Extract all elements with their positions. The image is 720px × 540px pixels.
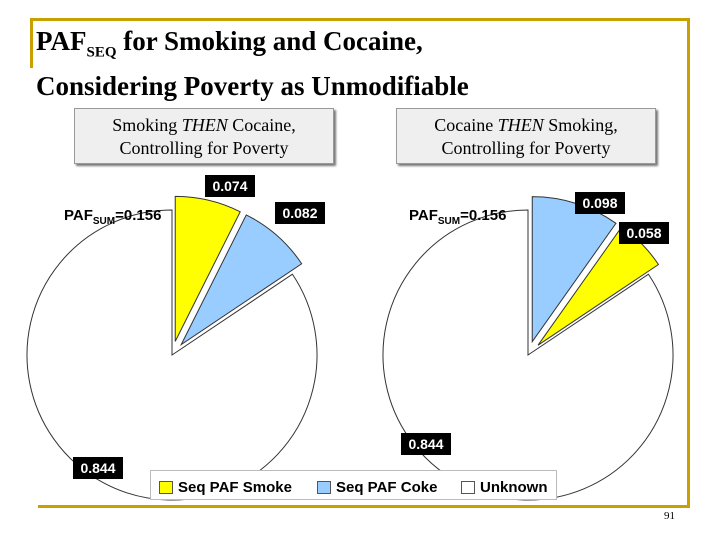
left-chart-title-line2: Controlling for Poverty: [119, 138, 289, 158]
right-paf-sum-label: PAFSUM=0.156: [409, 207, 506, 227]
title-then-word: THEN: [181, 115, 228, 135]
svg-text:0.074: 0.074: [212, 178, 247, 194]
legend-swatch-smoke: [159, 481, 173, 494]
svg-text:0.098: 0.098: [582, 195, 617, 211]
pie1-slice-seq-paf-coke: [179, 214, 303, 346]
chart-legend: Seq PAF Smoke Seq PAF Coke Unknown: [150, 470, 557, 500]
right-sum-prefix: PAF: [409, 207, 438, 224]
title-then-word: THEN: [497, 115, 544, 135]
right-chart-title-line1: Cocaine THEN Smoking,: [434, 115, 618, 135]
pie1-slice-unknown: [26, 209, 318, 501]
legend-item-coke: Seq PAF Coke: [317, 479, 437, 496]
left-chart-title: Smoking THEN Cocaine, Controlling for Po…: [74, 108, 334, 164]
left-sum-prefix: PAF: [64, 207, 93, 224]
right-sum-sub: SUM: [437, 216, 461, 227]
pie2-data-label-0: 0.098: [575, 192, 625, 214]
pie2-data-label-2: 0.844: [401, 433, 451, 455]
right-chart-title: Cocaine THEN Smoking, Controlling for Po…: [396, 108, 656, 164]
right-chart-title-line2: Controlling for Poverty: [441, 138, 611, 158]
frame-top-border: [30, 18, 690, 21]
left-chart-title-line1: Smoking THEN Cocaine,: [112, 115, 296, 135]
title-rest: for Smoking and Cocaine,: [116, 26, 423, 56]
left-sum-suffix: =0.156: [115, 207, 162, 224]
frame-bottom-border: [38, 505, 690, 508]
frame-left-border: [30, 18, 33, 68]
title-sub: SEQ: [86, 44, 117, 61]
pie1-slice-seq-paf-smoke: [174, 195, 241, 342]
pie2-data-label-1: 0.058: [619, 222, 669, 244]
left-sum-sub: SUM: [92, 216, 116, 227]
svg-text:0.844: 0.844: [80, 460, 115, 476]
svg-text:0.058: 0.058: [626, 225, 661, 241]
title-paf: PAF: [36, 26, 87, 56]
legend-swatch-coke: [317, 481, 331, 494]
svg-text:0.082: 0.082: [282, 205, 317, 221]
legend-swatch-unknown: [461, 481, 475, 494]
page-number: 91: [664, 510, 675, 522]
legend-item-unknown: Unknown: [461, 479, 548, 496]
legend-label-coke: Seq PAF Coke: [336, 479, 438, 496]
left-paf-sum-label: PAFSUM=0.156: [64, 207, 161, 227]
legend-label-unknown: Unknown: [480, 479, 548, 496]
title-line2: Considering Poverty as Unmodifiable: [36, 71, 469, 102]
frame-right-border: [687, 18, 690, 508]
legend-item-smoke: Seq PAF Smoke: [159, 479, 292, 496]
slide-title: PAFSEQ for Smoking and Cocaine, Consider…: [36, 24, 469, 103]
pie1-data-label-0: 0.074: [205, 175, 255, 197]
pie1-data-label-2: 0.844: [73, 457, 123, 479]
pie1-data-label-1: 0.082: [275, 202, 325, 224]
right-sum-suffix: =0.156: [460, 207, 507, 224]
svg-text:0.844: 0.844: [408, 436, 443, 452]
legend-label-smoke: Seq PAF Smoke: [178, 479, 292, 496]
